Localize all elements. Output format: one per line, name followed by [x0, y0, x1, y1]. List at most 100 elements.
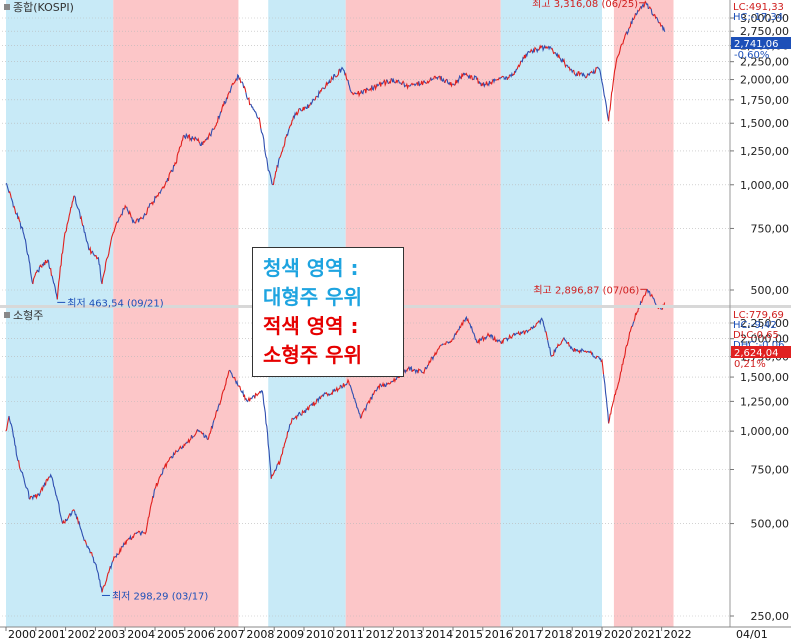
series-line-p1: [296, 411, 302, 417]
series-line-p0: [512, 70, 516, 77]
series-line-p1: [381, 381, 386, 387]
series-line-p1: [419, 369, 423, 374]
series-line-p1: [247, 396, 252, 402]
series-line-p0: [405, 82, 409, 90]
series-line-p0: [492, 78, 497, 84]
series-line-p1: [538, 317, 546, 333]
series-line-p1: [566, 341, 571, 347]
series-line-p1: [17, 460, 21, 470]
series-line-p1: [306, 404, 311, 411]
dlc-label-p1: DLC:0,65: [733, 330, 779, 341]
series-line-p0: [368, 85, 373, 92]
series-line-p1: [364, 403, 368, 412]
ytick-label-p0-5: 1,750,00: [740, 94, 789, 107]
series-line-p0: [354, 92, 358, 95]
legend-box: 청색 영역 : 대형주 우위 적색 영역 : 소형주 우위: [252, 247, 404, 377]
series-line-p1: [579, 347, 585, 354]
xtick-label-8: 2008: [246, 628, 274, 641]
series-line-p0: [10, 197, 14, 208]
series-line-p0: [190, 136, 194, 143]
labels-layer: 종합(KOSPI) 최고 3,316,08 (06/25) 최저 463,54 (0…: [4, 0, 791, 602]
series-line-p1: [366, 396, 372, 405]
series-line-p1: [395, 374, 399, 381]
series-line-p1: [73, 510, 78, 520]
series-line-p0: [628, 21, 632, 29]
series-line-p1: [344, 382, 348, 386]
series-line-p1: [466, 317, 470, 324]
lc-label-p0: LC:491,33: [733, 2, 784, 13]
series-line-p1: [517, 330, 522, 336]
series-line-p0: [322, 87, 325, 90]
ytick-label-p0-7: 2,250,00: [740, 56, 789, 69]
series-line-p1: [446, 341, 451, 344]
series-line-p1: [238, 385, 242, 391]
series-line-p0: [608, 31, 628, 122]
series-line-p1: [310, 402, 314, 406]
change-value-p1: 0,21%: [734, 359, 766, 370]
series-line-p1: [340, 384, 344, 389]
series-line-p1: [527, 326, 532, 332]
xtick-label-4: 2004: [127, 628, 155, 641]
series-line-p1: [101, 565, 111, 593]
series-line-p0: [51, 275, 58, 300]
series-line-p0: [498, 77, 502, 80]
low-label-p0: 최저 463,54 (09/21): [67, 297, 163, 309]
series-line-p0: [223, 97, 228, 105]
series-line-p1: [289, 417, 293, 425]
series-line-p0: [39, 263, 44, 268]
series-line-p0: [506, 74, 511, 80]
xtick-label-3: 2003: [97, 628, 125, 641]
series-line-p0: [56, 195, 75, 300]
series-line-p0: [250, 103, 260, 120]
ytick-label-p0-3: 1,250,00: [740, 145, 789, 158]
series-line-p0: [159, 188, 163, 195]
series-line-p0: [430, 77, 434, 82]
series-line-p0: [587, 72, 591, 76]
series-line-p1: [190, 435, 194, 440]
series-line-p0: [141, 212, 147, 220]
series-line-p0: [44, 259, 49, 266]
series-line-p0: [207, 131, 211, 140]
series-line-p0: [597, 66, 610, 122]
series-line-p1: [427, 356, 432, 366]
series-line-p0: [529, 48, 533, 53]
current-value-p0: 2,741,06: [734, 39, 779, 50]
series-line-p0: [335, 68, 341, 78]
series-line-p1: [243, 394, 247, 401]
series-line-p0: [383, 78, 388, 88]
series-line-p1: [37, 492, 41, 497]
series-line-p0: [150, 201, 155, 206]
series-line-p0: [390, 77, 396, 84]
series-line-p0: [533, 46, 537, 53]
series-line-p0: [36, 266, 41, 273]
series-line-p1: [31, 494, 36, 501]
series-line-p0: [658, 22, 663, 27]
series-line-p1: [173, 449, 178, 456]
series-line-p0: [192, 136, 196, 142]
series-line-p0: [316, 89, 321, 98]
series-line-p1: [377, 383, 381, 391]
series-line-p1: [631, 321, 635, 327]
series-line-p1: [200, 431, 204, 435]
series-line-p0: [456, 74, 462, 84]
series-line-p0: [139, 216, 143, 220]
series-line-p1: [123, 537, 130, 545]
series-line-p1: [650, 293, 654, 298]
series-line-p1: [360, 408, 366, 419]
series-line-p0: [49, 267, 53, 277]
series-line-p0: [655, 16, 660, 23]
series-line-p1: [468, 323, 479, 344]
series-line-p0: [538, 44, 543, 51]
series-line-p1: [463, 315, 468, 323]
series-line-p0: [503, 76, 508, 81]
series-line-p0: [305, 104, 310, 109]
series-line-p0: [42, 262, 46, 267]
series-line-p0: [520, 56, 525, 63]
series-line-p1: [301, 409, 306, 416]
series-line-p1: [481, 335, 486, 343]
series-line-p0: [523, 53, 527, 59]
series-line-p0: [581, 72, 587, 79]
series-line-p0: [410, 82, 415, 86]
series-line-p0: [199, 141, 204, 146]
ytick-label-p1-0: 250,00: [751, 610, 790, 623]
